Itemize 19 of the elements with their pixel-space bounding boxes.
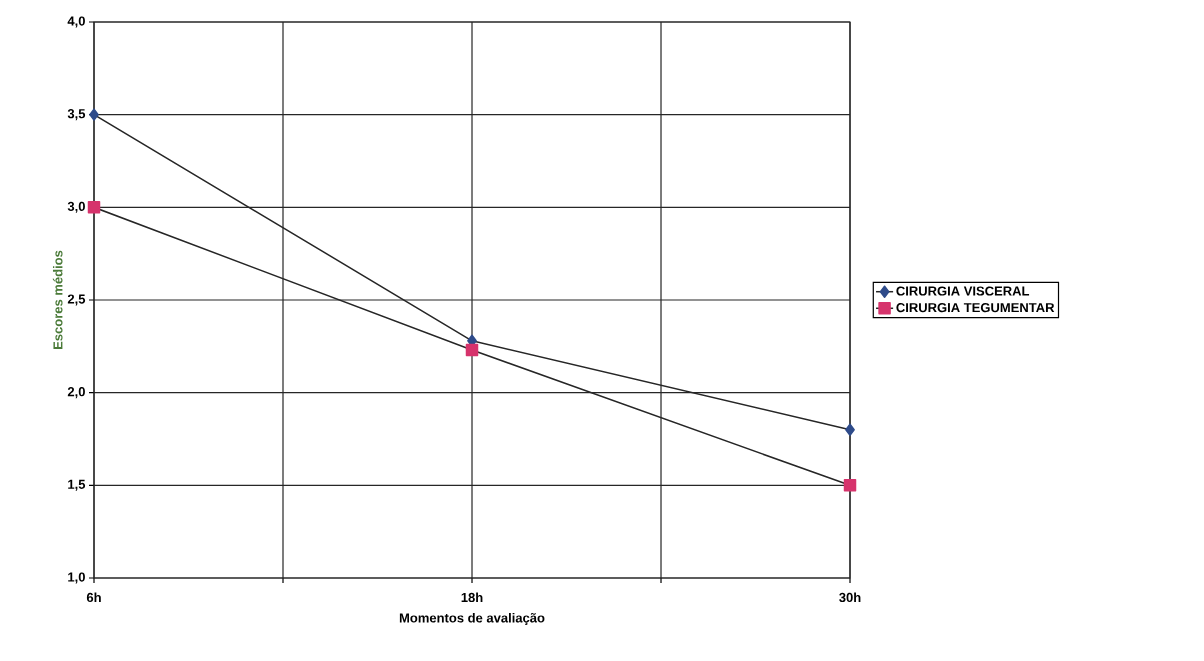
x-axis-title: Momentos de avaliação <box>399 612 545 626</box>
legend-label: CIRURGIA VISCERAL <box>896 286 1030 296</box>
y-tick-label: 2,5 <box>67 294 86 306</box>
point <box>87 201 101 214</box>
point <box>89 108 99 121</box>
point <box>465 343 479 357</box>
y-tick-label: 3,5 <box>67 109 86 121</box>
y-tick-label: 2,0 <box>67 387 85 399</box>
point <box>845 423 855 436</box>
x-tick-label: 18h <box>461 592 483 603</box>
y-tick-label: 1,0 <box>68 572 85 584</box>
x-tick-label: 6h <box>86 592 101 603</box>
y-axis-title: Escores médios <box>52 250 63 349</box>
y-tick-label: 4,0 <box>67 16 85 28</box>
y-tick-label: 3,0 <box>67 201 85 213</box>
x-tick-label: 30h <box>839 592 861 603</box>
point <box>843 479 857 492</box>
legend-label: CIRURGIA TEGUMENTAR <box>896 302 1055 313</box>
y-tick-label: 1,5 <box>68 479 86 491</box>
